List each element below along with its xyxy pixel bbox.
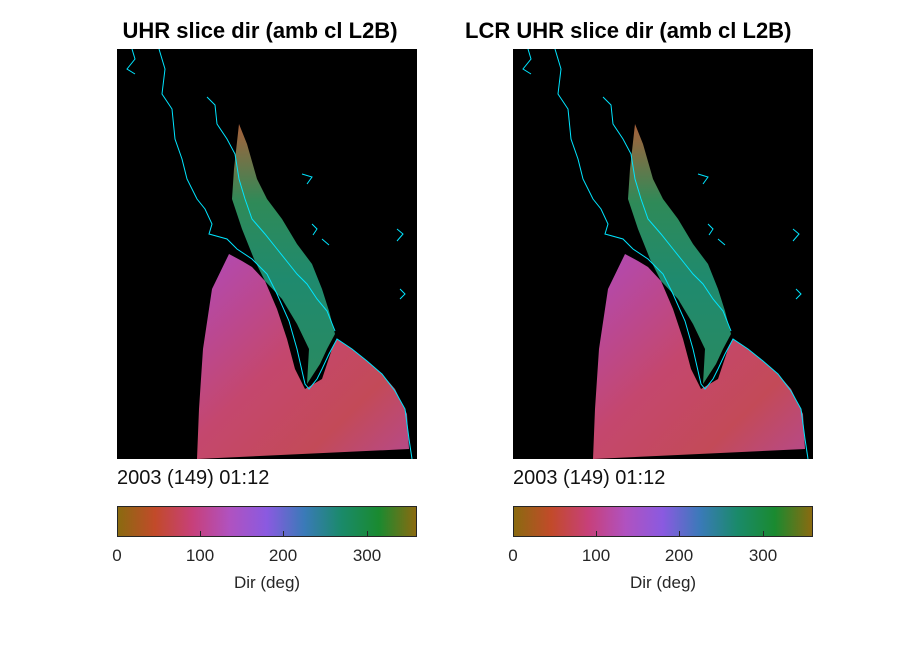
left-map-svg — [126, 49, 413, 459]
right-tick-mark-300 — [763, 531, 764, 537]
right-timestamp: 2003 (149) 01:12 — [513, 467, 666, 489]
left-colorbar — [117, 506, 417, 537]
right-map-svg — [522, 49, 809, 459]
left-tick-label-100: 100 — [185, 546, 215, 565]
right-tick-label-300: 300 — [748, 546, 778, 565]
right-panel-title: LCR UHR slice dir (amb cl L2B) — [465, 18, 792, 43]
right-wind-field-gulf — [628, 124, 731, 384]
right-panel: LCR UHR slice dir (amb cl L2B) — [465, 0, 813, 652]
right-colorbar-label: Dir (deg) — [629, 573, 697, 592]
right-tick-mark-200 — [679, 531, 680, 537]
right-tick-label-100: 100 — [581, 546, 611, 565]
left-tick-label-200: 200 — [268, 546, 298, 565]
left-wind-field-gulf — [232, 124, 335, 384]
left-tick-mark-200 — [283, 531, 284, 537]
left-panel: UHR slice dir (amb cl L2B) — [100, 0, 420, 652]
left-wind-field-pacific — [197, 254, 409, 459]
left-tick-mark-100 — [200, 531, 201, 537]
right-colorbar — [513, 506, 813, 537]
right-tick-label-200: 200 — [664, 546, 694, 565]
left-timestamp: 2003 (149) 01:12 — [117, 467, 270, 489]
left-colorbar-label: Dir (deg) — [233, 573, 301, 592]
right-wind-direction-map — [513, 49, 813, 459]
left-tick-label-300: 300 — [352, 546, 382, 565]
right-tick-label-0: 0 — [508, 546, 518, 565]
right-tick-mark-100 — [596, 531, 597, 537]
right-wind-field-pacific — [593, 254, 805, 459]
left-wind-direction-map — [117, 49, 417, 459]
left-tick-mark-0 — [117, 531, 118, 537]
left-tick-label-0: 0 — [112, 546, 122, 565]
right-tick-mark-0 — [513, 531, 514, 537]
left-coastline — [126, 49, 413, 459]
left-tick-mark-300 — [367, 531, 368, 537]
left-panel-title: UHR slice dir (amb cl L2B) — [122, 18, 398, 43]
right-coastline — [522, 49, 809, 459]
